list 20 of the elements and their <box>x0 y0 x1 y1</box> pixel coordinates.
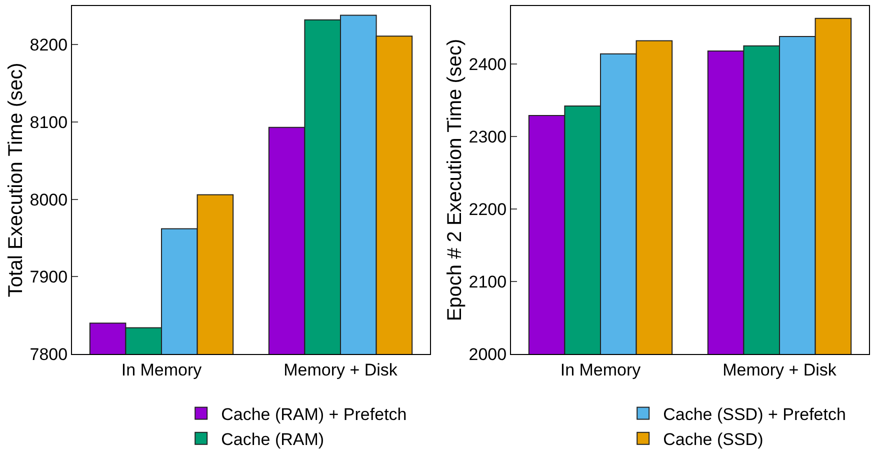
y-tick-label: 8000 <box>30 190 68 210</box>
x-tick-label: Memory + Disk <box>284 360 398 380</box>
y-tick-label: 2200 <box>468 200 507 219</box>
legend-label: Cache (SSD) <box>663 430 764 450</box>
legend-label: Cache (SSD) + Prefetch <box>663 404 846 424</box>
y-tick-label: 2400 <box>468 54 507 74</box>
y-tick-label: 2300 <box>468 127 507 146</box>
x-tick-label: In Memory <box>121 360 202 380</box>
y-tick-label: 7900 <box>30 268 68 287</box>
y-tick-label: 8100 <box>30 112 68 132</box>
y-tick-label: 7800 <box>30 344 68 364</box>
x-tick-label: Memory + Disk <box>722 360 837 380</box>
y-tick-label: 2100 <box>468 272 507 292</box>
legend-label: Cache (RAM) <box>221 430 324 450</box>
x-tick-label: In Memory <box>560 360 642 380</box>
y-axis-title: Total Execution Time (sec) <box>5 62 27 298</box>
y-tick-label: 8200 <box>30 36 68 55</box>
y-axis-title: Epoch # 2 Execution Time (sec) <box>444 38 466 322</box>
y-tick-label: 2000 <box>468 344 507 364</box>
legend-label: Cache (RAM) + Prefetch <box>221 404 407 424</box>
